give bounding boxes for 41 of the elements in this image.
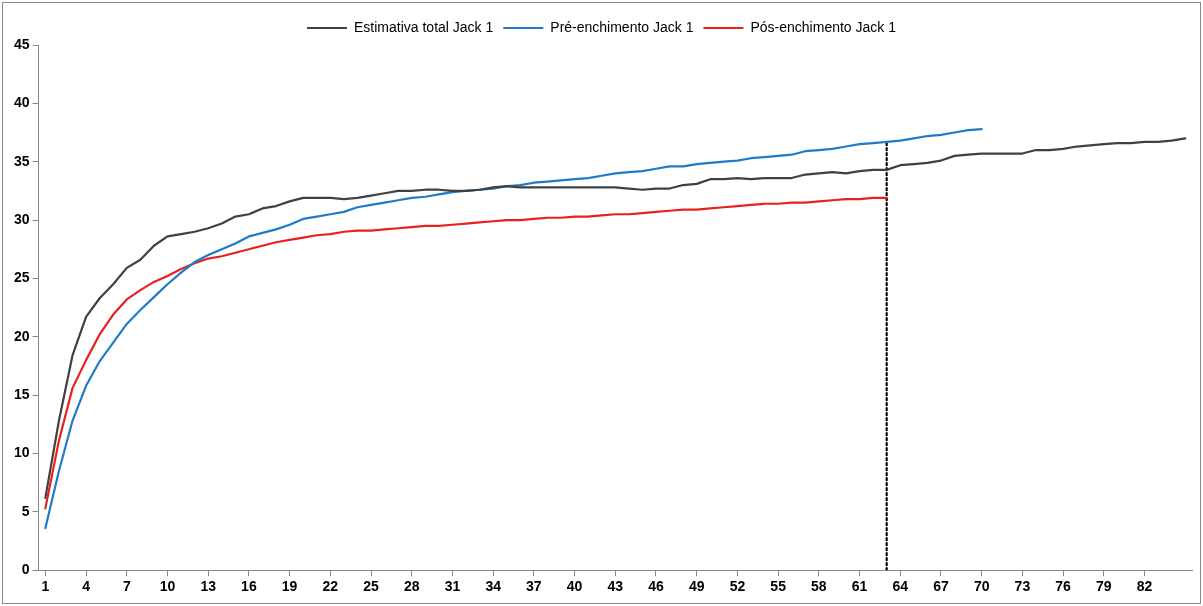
x-tick-label: 58: [811, 578, 827, 595]
legend-label: Estimativa total Jack 1: [354, 18, 494, 35]
x-tick-label: 34: [485, 578, 502, 595]
x-tick-label: 40: [566, 578, 583, 595]
x-tick-label: 25: [363, 578, 380, 595]
x-tick-label: 79: [1096, 578, 1112, 595]
y-tick-label: 5: [21, 502, 30, 519]
x-tick-label: 31: [444, 578, 461, 595]
x-tick-label: 10: [159, 578, 176, 595]
x-tick-label: 67: [933, 578, 949, 595]
x-tick-label: 64: [892, 578, 909, 595]
x-tick-label: 22: [322, 578, 339, 595]
x-tick-label: 49: [688, 578, 705, 595]
x-tick-label: 76: [1055, 578, 1072, 595]
y-tick-label: 30: [13, 210, 30, 227]
x-tick-label: 4: [82, 578, 91, 595]
x-tick-label: 1: [41, 578, 50, 595]
x-tick-label: 16: [241, 578, 257, 595]
legend-label: Pré-enchimento Jack 1: [550, 18, 694, 35]
y-tick-label: 25: [13, 269, 30, 286]
x-tick-label: 43: [607, 578, 624, 595]
x-tick-label: 28: [403, 578, 420, 595]
legend-label: Pós-enchimento Jack 1: [750, 18, 897, 35]
x-tick-label: 7: [122, 578, 131, 595]
x-tick-label: 37: [526, 578, 542, 595]
y-tick-label: 0: [21, 561, 30, 578]
x-tick-label: 73: [1014, 578, 1031, 595]
x-tick-label: 13: [200, 578, 217, 595]
y-tick-label: 15: [13, 385, 30, 402]
x-tick-label: 19: [281, 578, 298, 595]
x-tick-label: 61: [851, 578, 868, 595]
y-tick-label: 45: [13, 35, 30, 52]
y-tick-label: 10: [13, 444, 30, 461]
y-tick-label: 40: [13, 94, 30, 111]
x-tick-label: 70: [973, 578, 990, 595]
y-tick-label: 35: [13, 152, 30, 169]
x-tick-label: 82: [1136, 578, 1153, 595]
x-tick-label: 46: [648, 578, 664, 595]
y-tick-label: 20: [13, 327, 30, 344]
x-tick-label: 55: [770, 578, 787, 595]
x-tick-label: 52: [729, 578, 746, 595]
